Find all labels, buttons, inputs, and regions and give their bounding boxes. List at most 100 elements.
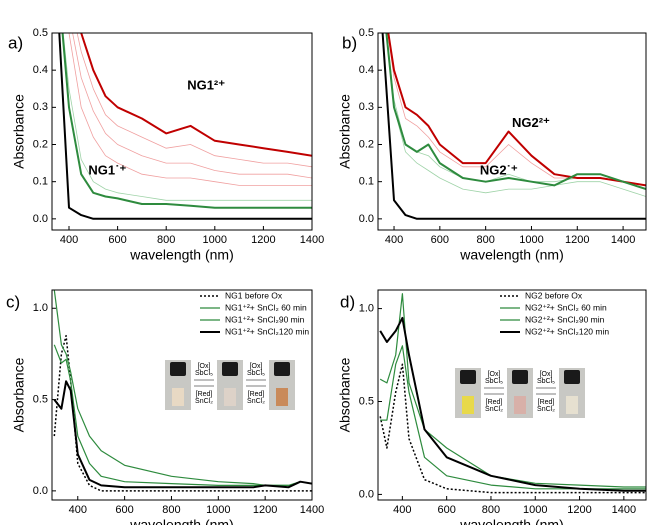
plot-frame (51, 289, 313, 501)
legend-label: NG2 before Ox (525, 290, 583, 300)
data-line (68, 33, 312, 186)
x-axis-label: wavelength (nm) (459, 517, 564, 525)
x-tick-label: 400 (385, 234, 403, 246)
legend-label: NG1⁺²+ SnCl₂90 min (225, 314, 305, 324)
panel-label: a) (8, 33, 23, 52)
inset-label: SbCl₅ (195, 370, 213, 377)
data-line (379, 316, 646, 492)
y-tick-label: 0.3 (359, 101, 374, 113)
x-tick-label: 1400 (300, 234, 324, 246)
inset-label: [Red] (486, 399, 503, 406)
data-line (72, 33, 312, 179)
x-tick-label: 600 (437, 504, 455, 516)
vial-cap (460, 370, 476, 384)
y-tick-label: 0.0 (33, 213, 48, 225)
inset-label: [Ox] (488, 371, 501, 378)
y-tick-label: 0.5 (33, 393, 48, 405)
y-tick-label: 0.0 (359, 213, 374, 225)
x-axis-label: wavelength (nm) (129, 247, 234, 263)
inset-label: SbCl₅ (485, 378, 503, 385)
data-line (385, 33, 646, 191)
legend-label: NG2⁺²+ SnCl₂90 min (525, 314, 605, 324)
y-axis-label: Absorbance (337, 94, 353, 169)
x-tick-label: 1200 (253, 504, 277, 516)
vial-liquid (224, 388, 236, 406)
vial-cap (222, 362, 238, 376)
data-line (76, 33, 312, 168)
x-tick-label: 600 (115, 504, 133, 516)
data-line (381, 33, 646, 220)
vial-liquid (514, 396, 526, 414)
x-tick-label: 800 (482, 504, 500, 516)
inset-label: SnCl₂ (247, 398, 265, 405)
legend-label: NG1⁺²+ SnCl₂120 min (225, 326, 309, 336)
inset-label: SbCl₅ (537, 378, 555, 385)
vial-liquid (172, 388, 184, 406)
data-line (53, 380, 312, 489)
vial-cap (170, 362, 186, 376)
data-line (387, 33, 646, 187)
vial-cap (564, 370, 580, 384)
inset-label: [Red] (196, 391, 213, 398)
x-tick-label: 1200 (251, 234, 275, 246)
y-tick-label: 0.1 (33, 176, 48, 188)
x-axis-label: wavelength (nm) (459, 247, 564, 263)
annotation: NG2˙⁺ (480, 162, 518, 177)
data-line (379, 363, 646, 494)
y-tick-label: 0.5 (359, 395, 374, 407)
x-tick-label: 600 (108, 234, 126, 246)
x-tick-label: 400 (60, 234, 78, 246)
vial-cap (512, 370, 528, 384)
plot-frame (51, 32, 313, 231)
panel-label: d) (340, 292, 355, 311)
y-axis-label: Absorbance (337, 357, 353, 432)
x-tick-label: 1000 (519, 234, 543, 246)
data-line (53, 344, 312, 486)
y-axis-label: Absorbance (11, 94, 27, 169)
vial-cap (274, 362, 290, 376)
inset-label: SbCl₅ (247, 370, 265, 377)
x-tick-label: 1400 (300, 504, 324, 516)
x-tick-label: 800 (476, 234, 494, 246)
annotation: NG1²⁺ (187, 78, 225, 93)
y-tick-label: 0.0 (33, 485, 48, 497)
y-tick-label: 0.2 (359, 138, 374, 150)
panel-label: c) (6, 292, 20, 311)
y-tick-label: 1.0 (33, 302, 48, 314)
y-tick-label: 0.0 (359, 488, 374, 500)
x-tick-label: 1200 (567, 504, 591, 516)
panel-label: b) (342, 33, 357, 52)
data-line (61, 33, 312, 209)
x-tick-label: 600 (431, 234, 449, 246)
x-axis-label: wavelength (nm) (129, 517, 234, 525)
y-tick-label: 0.1 (359, 176, 374, 188)
x-tick-label: 800 (157, 234, 175, 246)
y-tick-label: 0.4 (359, 64, 374, 76)
y-axis-label: Absorbance (11, 357, 27, 432)
annotation: NG2²⁺ (512, 115, 550, 130)
inset-label: [Ox] (250, 363, 263, 370)
y-tick-label: 1.0 (359, 302, 374, 314)
plot-frame (377, 32, 647, 231)
x-tick-label: 1000 (203, 234, 227, 246)
data-line (62, 33, 312, 201)
annotation: NG1˙⁺ (88, 162, 126, 177)
y-tick-label: 0.5 (359, 27, 374, 39)
inset-label: SnCl₂ (537, 406, 555, 413)
inset-label: [Ox] (198, 363, 211, 370)
x-tick-label: 1000 (206, 504, 230, 516)
x-tick-label: 1200 (565, 234, 589, 246)
legend-label: NG1 before Ox (225, 290, 283, 300)
inset-label: [Ox] (540, 371, 553, 378)
x-tick-label: 1400 (612, 504, 636, 516)
data-line (386, 33, 646, 186)
inset-label: [Red] (248, 391, 265, 398)
y-tick-label: 0.4 (33, 64, 48, 76)
legend-label: NG2⁺²+ SnCl₂ 60 min (525, 302, 607, 312)
data-line (80, 33, 312, 157)
x-tick-label: 400 (69, 504, 87, 516)
x-tick-label: 1000 (523, 504, 547, 516)
vial-liquid (566, 396, 578, 414)
y-tick-label: 0.2 (33, 138, 48, 150)
